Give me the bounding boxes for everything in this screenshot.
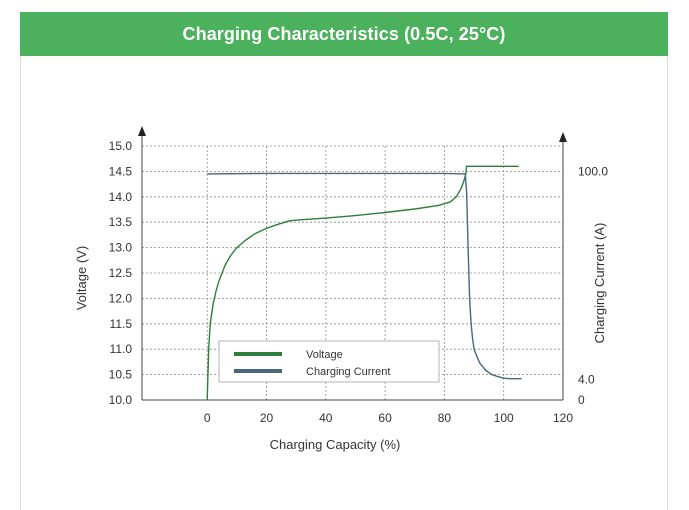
- y-tick-label: 13.0: [109, 241, 133, 255]
- y-tick-label: 11.0: [110, 342, 133, 356]
- y2-tick-label: 4.0: [578, 373, 595, 387]
- x-tick-label: 40: [319, 411, 333, 425]
- x-axis-title: Charging Capacity (%): [270, 437, 401, 452]
- chart-title-banner: Charging Characteristics (0.5C, 25°C): [20, 12, 668, 56]
- x-tick-label: 60: [378, 411, 392, 425]
- x-tick-label: 0: [204, 411, 211, 425]
- axes: [138, 126, 567, 401]
- y2-tick-label: 100.0: [578, 164, 608, 178]
- series-line-voltage: [206, 165, 519, 401]
- y-axis-arrow: [138, 126, 146, 136]
- chart-title: Charging Characteristics (0.5C, 25°C): [182, 23, 506, 44]
- y-tick-label: 10.5: [109, 368, 133, 382]
- series-lines: [206, 165, 522, 401]
- legend-label-voltage: Voltage: [306, 349, 343, 361]
- x-tick-label: 120: [553, 411, 573, 425]
- x-tick-label: 80: [438, 411, 452, 425]
- series-line-charging-current: [207, 172, 522, 380]
- y-tick-label: 11.5: [110, 317, 133, 331]
- y-tick-label: 14.5: [109, 164, 133, 178]
- y-tick-label: 12.5: [109, 266, 133, 280]
- y2-axis-arrow: [559, 132, 567, 142]
- y-tick-label: 13.5: [109, 215, 133, 229]
- y-tick-label: 15.0: [109, 139, 133, 153]
- x-tick-label: 20: [260, 411, 274, 425]
- legend-label-charging-current: Charging Current: [306, 366, 390, 378]
- y-tick-label: 10.0: [109, 393, 133, 407]
- x-tick-label: 100: [494, 411, 514, 425]
- legend: Voltage Charging Current: [218, 340, 440, 383]
- y2-tick-label: 0: [578, 393, 585, 407]
- y-tick-label: 14.0: [109, 190, 133, 204]
- y-tick-label: 12.0: [109, 291, 133, 305]
- chart-card: [20, 12, 668, 510]
- legend-box: [218, 340, 440, 383]
- y-axis-title: Voltage (V): [74, 246, 89, 310]
- tick-labels: 10.0 10.5 11.0 11.5 12.0 12.5 13.0 13.5 14.0 14.5…: [109, 139, 609, 425]
- y2-axis-title: Charging Current (A): [592, 223, 607, 344]
